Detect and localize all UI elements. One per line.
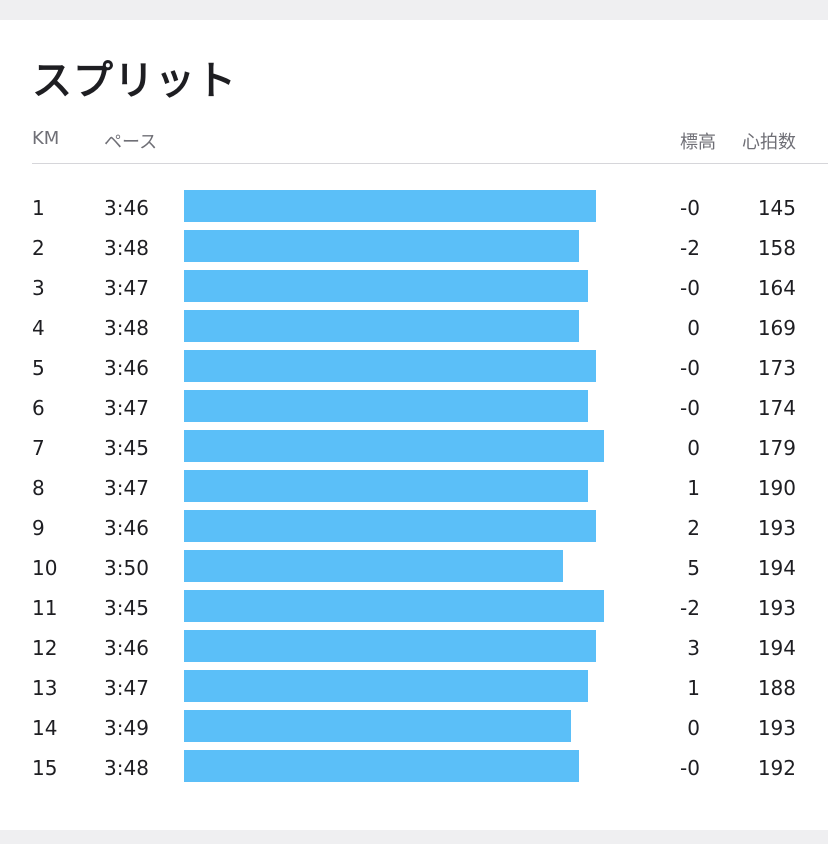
split-elevation: -0	[680, 396, 700, 420]
split-km: 13	[32, 676, 58, 700]
pace-bar	[184, 310, 579, 342]
split-km: 9	[32, 516, 45, 540]
split-km: 11	[32, 596, 58, 620]
split-row: 12 3:46 3 194	[0, 630, 828, 670]
split-pace: 3:48	[104, 756, 149, 780]
split-km: 14	[32, 716, 58, 740]
split-km: 1	[32, 196, 45, 220]
split-elevation: 1	[687, 476, 700, 500]
split-elevation: -0	[680, 196, 700, 220]
split-pace: 3:48	[104, 316, 149, 340]
split-km: 4	[32, 316, 45, 340]
split-row: 6 3:47 -0 174	[0, 390, 828, 430]
split-row: 14 3:49 0 193	[0, 710, 828, 750]
split-heart-rate: 145	[757, 196, 796, 220]
split-row: 2 3:48 -2 158	[0, 230, 828, 270]
pace-bar	[184, 750, 579, 782]
split-heart-rate: 190	[757, 476, 796, 500]
split-pace: 3:47	[104, 676, 149, 700]
header-pace: ペース	[104, 132, 158, 153]
split-row: 5 3:46 -0 173	[0, 350, 828, 390]
split-pace: 3:47	[104, 396, 149, 420]
split-pace: 3:49	[104, 716, 149, 740]
split-km: 6	[32, 396, 45, 420]
split-km: 7	[32, 436, 45, 460]
split-pace: 3:46	[104, 356, 149, 380]
pace-bar	[184, 590, 604, 622]
split-row: 8 3:47 1 190	[0, 470, 828, 510]
split-pace: 3:48	[104, 236, 149, 260]
split-elevation: 5	[687, 556, 700, 580]
split-elevation: -0	[680, 356, 700, 380]
split-heart-rate: 193	[757, 716, 796, 740]
split-elevation: 0	[687, 436, 700, 460]
header-km: KM	[32, 128, 60, 149]
split-pace: 3:47	[104, 276, 149, 300]
split-row: 4 3:48 0 169	[0, 310, 828, 350]
split-heart-rate: 179	[757, 436, 796, 460]
page-title: スプリット	[32, 58, 237, 104]
split-elevation: -0	[680, 276, 700, 300]
header-elevation: 標高	[680, 132, 716, 153]
split-elevation: 0	[687, 716, 700, 740]
split-km: 10	[32, 556, 58, 580]
pace-bar	[184, 390, 588, 422]
split-row: 7 3:45 0 179	[0, 430, 828, 470]
splits-card: スプリット KM ペース 標高 心拍数 1 3:46 -0 145 2 3:48 -2 158…	[0, 20, 828, 830]
split-heart-rate: 169	[757, 316, 796, 340]
pace-bar	[184, 230, 579, 262]
split-km: 3	[32, 276, 45, 300]
split-row: 1 3:46 -0 145	[0, 190, 828, 230]
split-elevation: -2	[680, 596, 700, 620]
pace-bar	[184, 670, 588, 702]
split-row: 9 3:46 2 193	[0, 510, 828, 550]
split-heart-rate: 173	[757, 356, 796, 380]
split-heart-rate: 194	[757, 556, 796, 580]
split-pace: 3:46	[104, 196, 149, 220]
pace-bar	[184, 270, 588, 302]
pace-bar	[184, 630, 596, 662]
split-heart-rate: 164	[757, 276, 796, 300]
split-km: 15	[32, 756, 58, 780]
split-heart-rate: 192	[757, 756, 796, 780]
split-pace: 3:45	[104, 436, 149, 460]
split-heart-rate: 158	[757, 236, 796, 260]
pace-bar	[184, 550, 563, 582]
header-heart-rate: 心拍数	[742, 132, 796, 153]
split-heart-rate: 193	[757, 516, 796, 540]
header-divider	[32, 163, 828, 164]
split-elevation: -2	[680, 236, 700, 260]
split-km: 2	[32, 236, 45, 260]
pace-bar	[184, 470, 588, 502]
split-pace: 3:46	[104, 636, 149, 660]
split-row: 10 3:50 5 194	[0, 550, 828, 590]
split-elevation: 3	[687, 636, 700, 660]
split-elevation: 1	[687, 676, 700, 700]
pace-bar	[184, 710, 571, 742]
split-elevation: -0	[680, 756, 700, 780]
split-row: 15 3:48 -0 192	[0, 750, 828, 790]
split-elevation: 2	[687, 516, 700, 540]
pace-bar	[184, 510, 596, 542]
split-elevation: 0	[687, 316, 700, 340]
split-pace: 3:45	[104, 596, 149, 620]
split-km: 8	[32, 476, 45, 500]
split-pace: 3:50	[104, 556, 149, 580]
pace-bar	[184, 190, 596, 222]
split-heart-rate: 193	[757, 596, 796, 620]
split-heart-rate: 174	[757, 396, 796, 420]
split-km: 5	[32, 356, 45, 380]
split-pace: 3:46	[104, 516, 149, 540]
split-pace: 3:47	[104, 476, 149, 500]
split-heart-rate: 188	[757, 676, 796, 700]
split-row: 3 3:47 -0 164	[0, 270, 828, 310]
split-row: 11 3:45 -2 193	[0, 590, 828, 630]
split-heart-rate: 194	[757, 636, 796, 660]
pace-bar	[184, 430, 604, 462]
split-km: 12	[32, 636, 58, 660]
pace-bar	[184, 350, 596, 382]
split-row: 13 3:47 1 188	[0, 670, 828, 710]
